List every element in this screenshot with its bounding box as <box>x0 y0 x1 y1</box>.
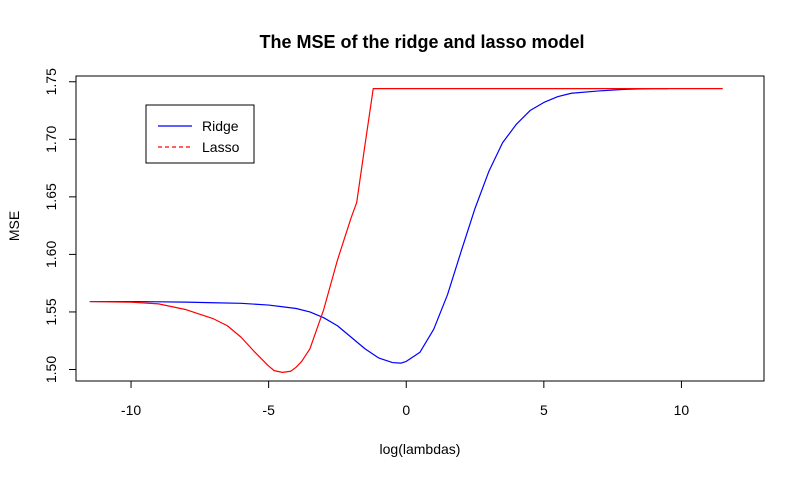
x-tick-label: -10 <box>121 402 141 418</box>
legend-label-lasso: Lasso <box>202 139 240 155</box>
y-tick-label: 1.70 <box>43 125 59 152</box>
chart-title: The MSE of the ridge and lasso model <box>259 32 584 52</box>
y-tick-label: 1.50 <box>43 356 59 383</box>
x-tick-label: 0 <box>402 402 410 418</box>
legend-label-ridge: Ridge <box>202 118 239 134</box>
y-tick-label: 1.75 <box>43 68 59 95</box>
y-axis-label: MSE <box>6 211 22 241</box>
x-tick-label: 10 <box>674 402 690 418</box>
y-tick-label: 1.60 <box>43 241 59 268</box>
x-tick-label: -5 <box>262 402 275 418</box>
y-axis: 1.50 1.55 1.60 1.65 1.70 1.75 <box>43 68 77 383</box>
x-axis-label: log(lambdas) <box>380 441 461 457</box>
series-layer <box>89 88 723 373</box>
series-line-ridge <box>89 88 668 364</box>
legend-box <box>145 104 255 164</box>
y-tick-label: 1.55 <box>43 298 59 325</box>
x-axis: -10 -5 0 5 10 <box>121 380 690 418</box>
x-tick-label: 5 <box>540 402 548 418</box>
y-tick-label: 1.65 <box>43 183 59 210</box>
legend: Ridge Lasso <box>145 104 255 164</box>
series-line-lasso <box>89 88 723 373</box>
